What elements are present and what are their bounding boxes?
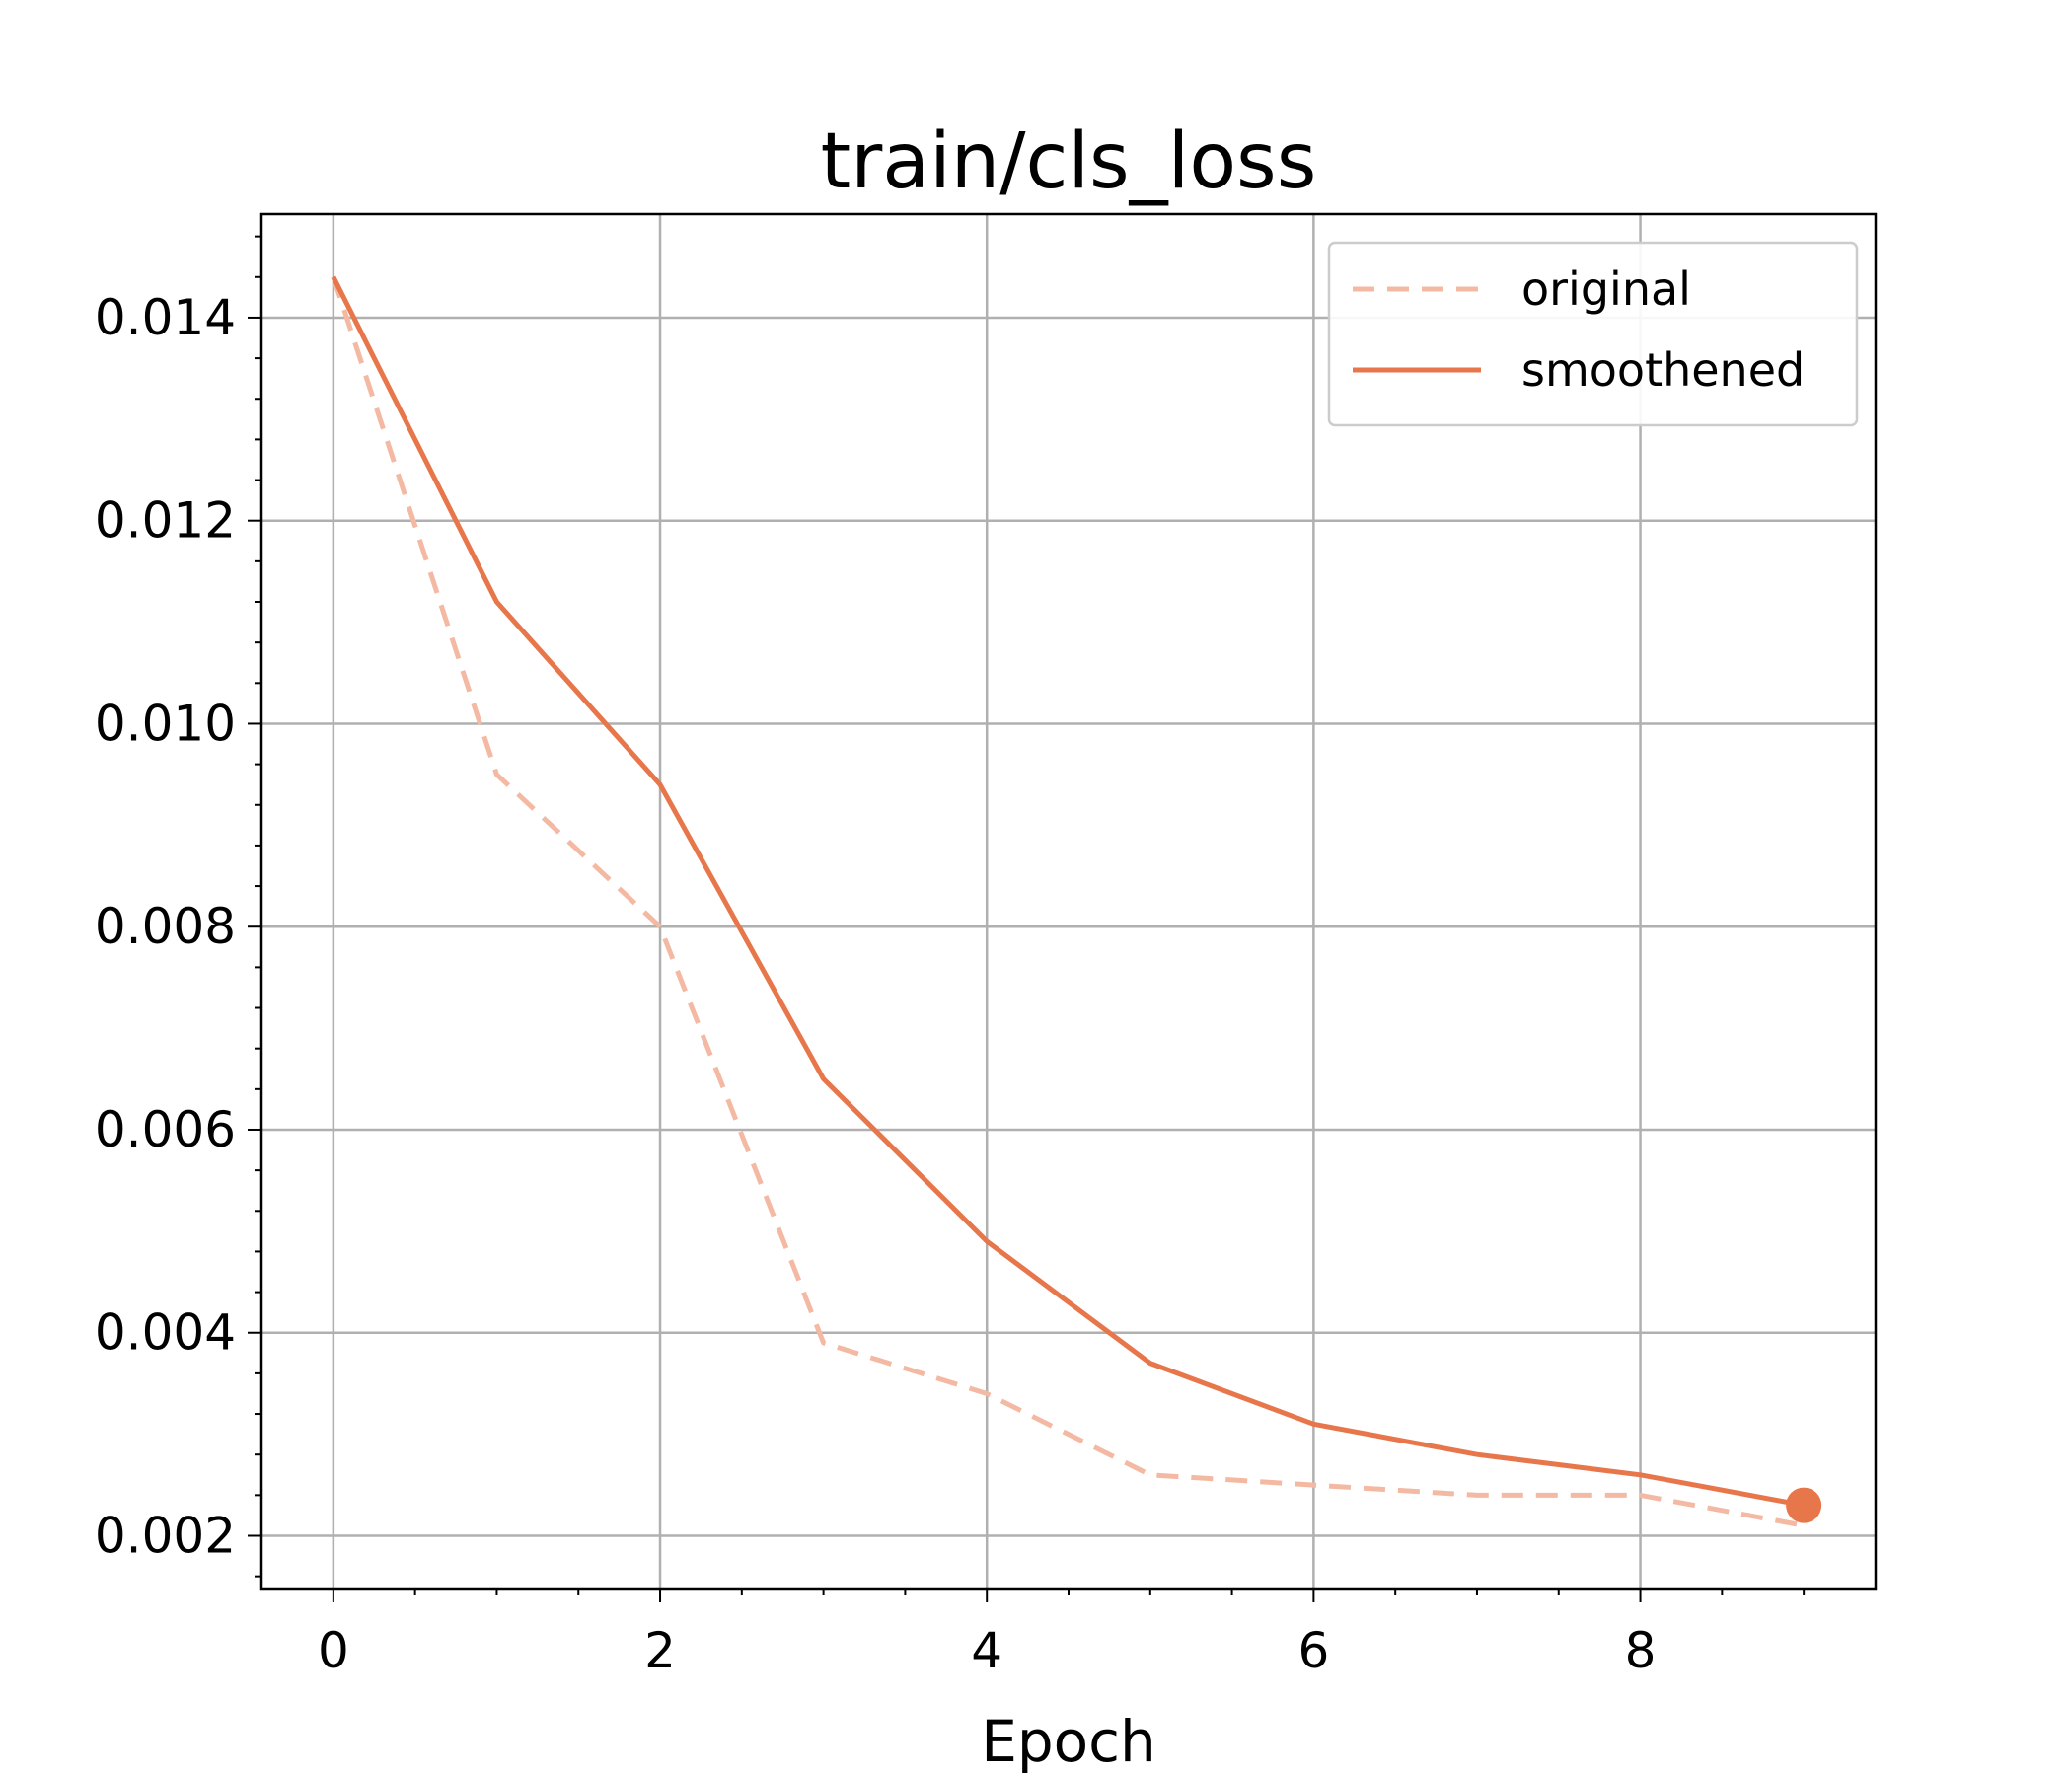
x-tick-label: 0 [318,1622,349,1679]
series-line-original [331,276,1805,1528]
x-tick-label: 2 [644,1622,676,1679]
x-tick-label: 8 [1625,1622,1657,1679]
series-line-smoothened [331,275,1805,1509]
x-tick-label: 4 [971,1622,1002,1679]
y-tick-label: 0.002 [95,1508,236,1565]
legend-label-smoothened: smoothened [1521,343,1805,397]
y-tick-label: 0.008 [95,898,236,955]
x-axis-label: Epoch [981,1708,1156,1775]
y-tick-label: 0.006 [95,1101,236,1158]
ticks: 0 2 4 6 8 0.002 0.004 0.006 0.008 0.010 0.012 0.014 [95,235,1806,1679]
series-layer [331,275,1822,1528]
chart-title: train/cls_loss [821,117,1317,206]
y-tick-label: 0.004 [95,1304,236,1362]
x-tick-label: 6 [1297,1622,1329,1679]
y-tick-label: 0.014 [95,289,236,346]
y-tick-label: 0.012 [95,492,236,550]
legend-label-original: original [1521,262,1691,316]
legend: original smoothened [1327,241,1859,427]
y-tick-label: 0.010 [95,695,236,752]
grid [261,214,1876,1589]
series-end-marker [1786,1487,1822,1523]
